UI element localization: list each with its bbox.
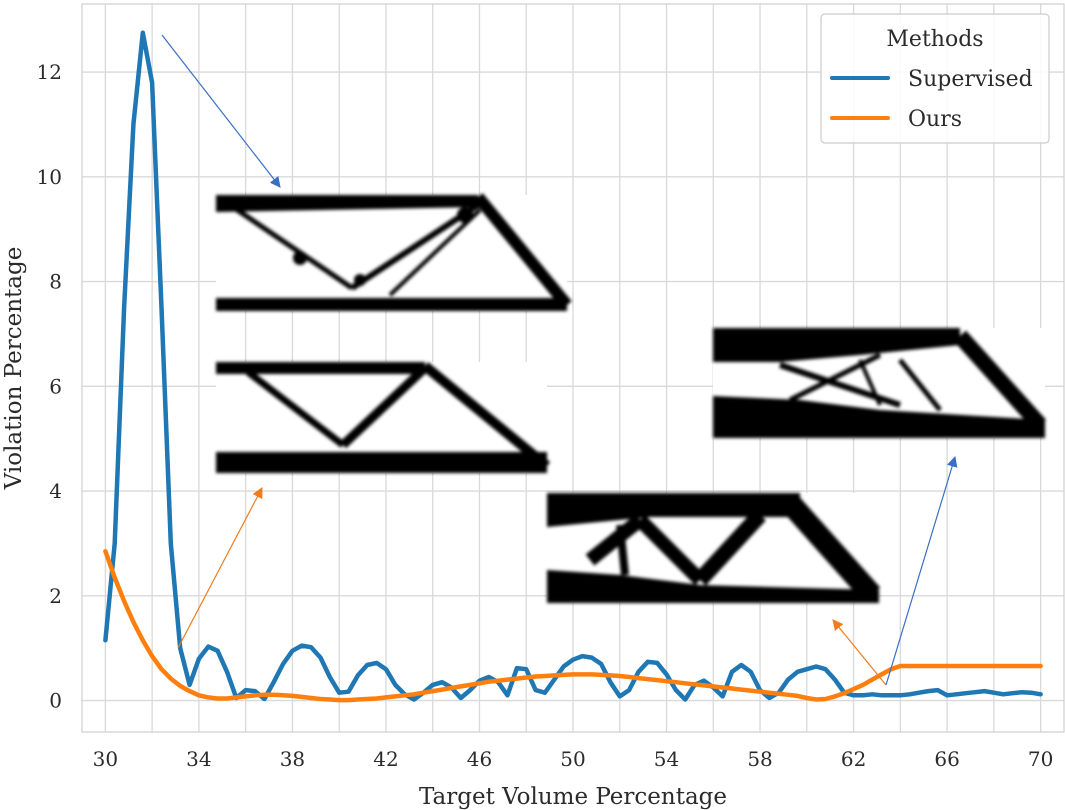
x-tick-label: 46 xyxy=(467,747,492,771)
x-axis-tick-labels: 30 34 38 42 46 50 54 58 62 66 70 xyxy=(93,747,1054,771)
legend: Methods Supervised Ours xyxy=(820,13,1050,144)
plot-area-border xyxy=(81,3,1065,733)
legend-label-ours: Ours xyxy=(908,107,962,132)
y-tick-label: 0 xyxy=(49,689,62,713)
x-tick-label: 54 xyxy=(654,747,679,771)
y-axis-label: Violation Percentage xyxy=(1,247,27,491)
x-tick-label: 66 xyxy=(934,747,959,771)
x-tick-label: 58 xyxy=(747,747,772,771)
arrow-supervised-peak xyxy=(161,34,281,188)
legend-label-supervised: Supervised xyxy=(908,67,1033,92)
arrow-ours-high xyxy=(832,619,887,686)
inset-topology-image-3 xyxy=(713,328,1046,438)
x-tick-label: 70 xyxy=(1028,747,1053,771)
y-axis-tick-labels: 0 2 4 6 8 10 12 xyxy=(37,60,62,712)
y-tick-label: 6 xyxy=(49,374,62,398)
inset-topology-image-4 xyxy=(547,493,881,603)
x-tick-label: 30 xyxy=(93,747,118,771)
y-tick-label: 10 xyxy=(37,165,62,189)
y-tick-label: 2 xyxy=(49,584,62,608)
y-tick-label: 8 xyxy=(49,270,62,294)
annotation-arrows xyxy=(161,34,958,686)
x-tick-label: 38 xyxy=(280,747,305,771)
x-tick-label: 42 xyxy=(373,747,398,771)
inset-topology-image-1 xyxy=(216,193,572,311)
series-layer xyxy=(103,30,1043,703)
y-tick-label: 4 xyxy=(49,479,62,503)
x-tick-label: 62 xyxy=(841,747,866,771)
x-tick-label: 34 xyxy=(186,747,211,771)
arrow-ours-low xyxy=(177,487,263,649)
series-line-ours xyxy=(103,549,1043,703)
x-axis-label: Target Volume Percentage xyxy=(419,784,727,810)
legend-title: Methods xyxy=(886,27,983,52)
y-tick-label: 12 xyxy=(37,60,62,84)
arrow-supervised-high xyxy=(885,455,958,686)
inset-topology-image-2 xyxy=(216,362,551,473)
legend-box xyxy=(820,13,1050,144)
x-tick-label: 50 xyxy=(560,747,585,771)
